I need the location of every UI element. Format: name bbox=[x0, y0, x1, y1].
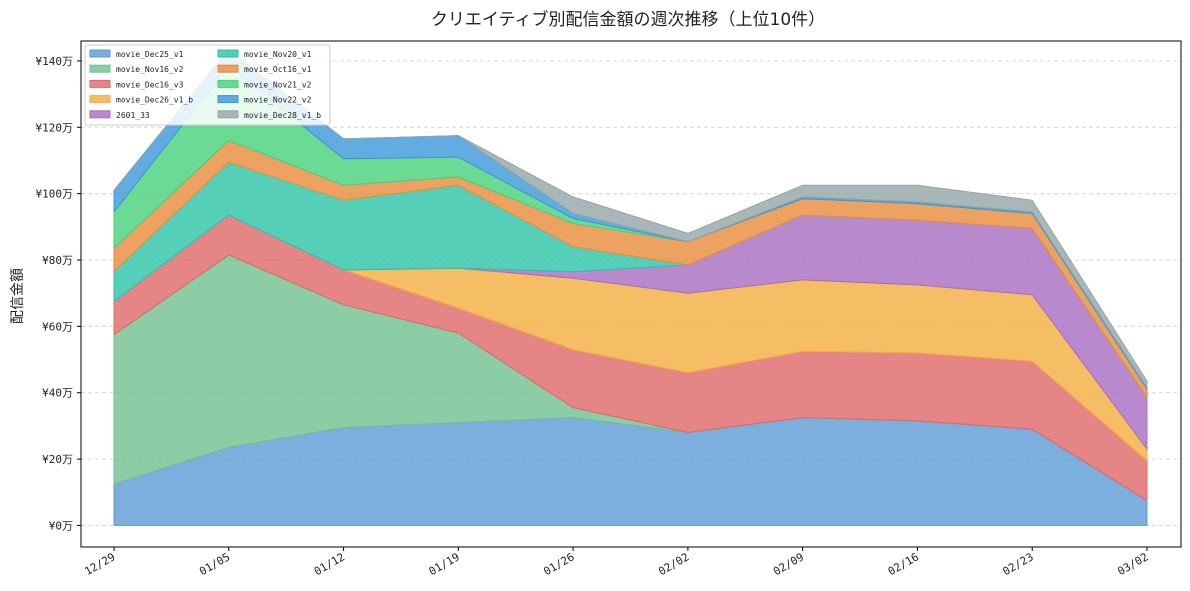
y-tick-label: ¥80万 bbox=[42, 254, 73, 267]
legend-label: movie_Dec26_v1_b bbox=[116, 96, 193, 105]
legend-swatch bbox=[217, 95, 239, 104]
legend-swatch bbox=[217, 79, 239, 88]
plot-frame bbox=[80, 40, 1182, 548]
x-tick-label: 01/05 bbox=[197, 550, 232, 578]
legend-label: movie_Dec16_v3 bbox=[116, 80, 184, 89]
legend-swatch bbox=[217, 64, 239, 73]
y-tick-label: ¥20万 bbox=[42, 453, 73, 466]
area-movie_Dec28_v1_b bbox=[113, 48, 1148, 389]
x-axis-ticks: 12/29 01/05 01/12 01/19 01/26 02/02 02/09 02/16… bbox=[82, 547, 1151, 578]
x-tick-label: 02/02 bbox=[656, 550, 691, 578]
x-tick-label: 01/26 bbox=[541, 550, 576, 578]
legend-label: movie_Dec25_v1 bbox=[116, 50, 184, 59]
x-tick-label: 03/02 bbox=[1115, 550, 1150, 578]
x-tick-label: 01/12 bbox=[312, 550, 347, 578]
legend: movie_Dec25_v1 movie_Nov16_v2 movie_Dec16_… bbox=[84, 44, 331, 126]
legend-swatch bbox=[89, 95, 111, 104]
legend-label: movie_Nov16_v2 bbox=[116, 65, 184, 74]
x-tick-label: 01/19 bbox=[427, 550, 462, 578]
chart-title: クリエイティブ別配信金額の週次推移（上位10件） bbox=[431, 9, 825, 30]
legend-swatch bbox=[89, 110, 111, 119]
legend-label: movie_Nov20_v1 bbox=[244, 50, 312, 59]
legend-label: movie_Dec28_v1_b bbox=[244, 111, 321, 120]
x-tick-label: 02/09 bbox=[771, 550, 806, 578]
legend-label: movie_Nov22_v2 bbox=[244, 96, 312, 105]
y-axis-label: 配信金額 bbox=[10, 268, 26, 324]
legend-label: movie_Oct16_v1 bbox=[244, 65, 312, 74]
y-axis-ticks: ¥0万 ¥20万 ¥40万 ¥60万 ¥80万 ¥100万 ¥120万 ¥140万 bbox=[36, 55, 81, 532]
legend-swatch bbox=[217, 49, 239, 58]
y-tick-label: ¥100万 bbox=[36, 188, 74, 201]
legend-label: 2601_33 bbox=[116, 111, 150, 120]
y-tick-label: ¥140万 bbox=[36, 55, 74, 68]
legend-swatch bbox=[217, 110, 239, 119]
legend-swatch bbox=[89, 49, 111, 58]
legend-swatch bbox=[89, 64, 111, 73]
y-tick-label: ¥60万 bbox=[42, 320, 73, 333]
x-tick-label: 12/29 bbox=[82, 550, 117, 578]
y-tick-label: ¥120万 bbox=[36, 121, 74, 134]
y-tick-label: ¥40万 bbox=[42, 387, 73, 400]
x-tick-label: 02/16 bbox=[886, 550, 921, 578]
legend-label: movie_Nov21_v2 bbox=[244, 80, 312, 89]
legend-swatch bbox=[89, 79, 111, 88]
legend-box bbox=[84, 44, 331, 126]
x-tick-label: 02/23 bbox=[1001, 550, 1036, 578]
y-tick-label: ¥0万 bbox=[49, 519, 73, 532]
